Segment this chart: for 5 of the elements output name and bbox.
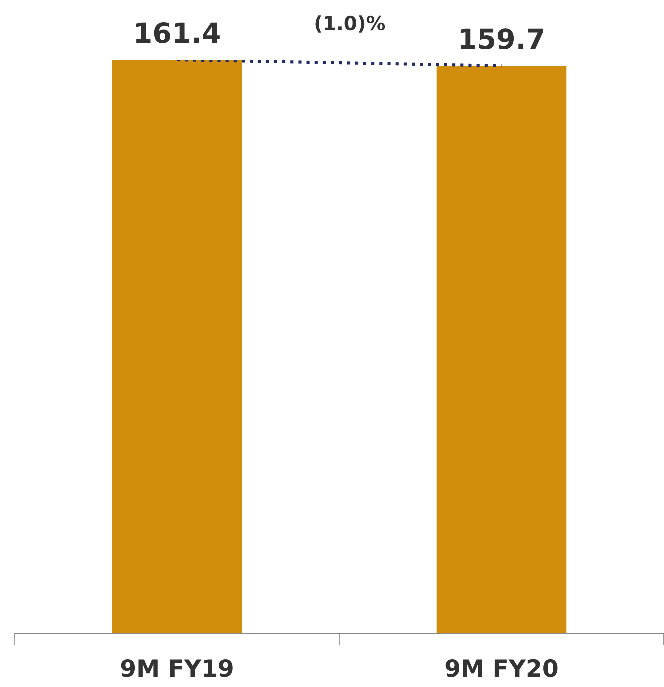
data-label: 161.4 [136,22,220,44]
data-label: 159.7 [460,28,544,50]
x-tick-label: 9M FY19 [121,659,233,678]
text: (1.0)% [316,16,386,33]
x-tick-label: 9M FY20 [446,659,558,678]
